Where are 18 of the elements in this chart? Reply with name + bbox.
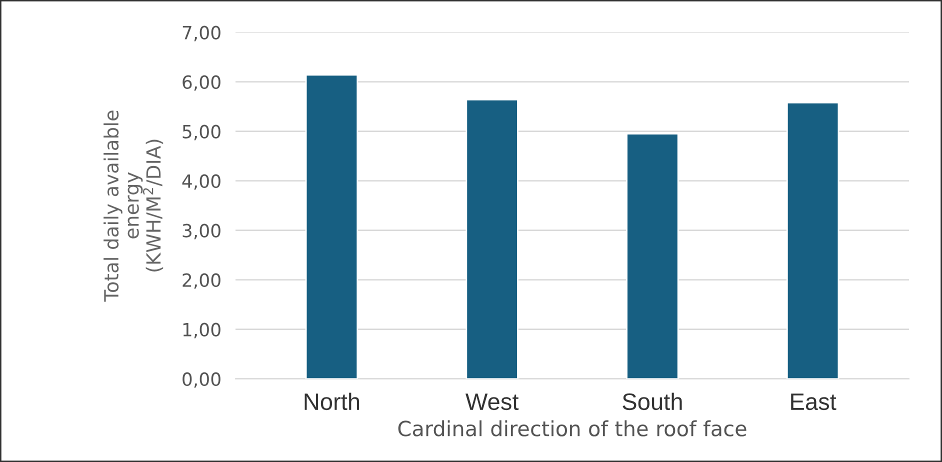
y-tick-label: 0,00 [182,372,220,388]
bar [786,102,840,379]
x-tick-label: South [622,392,682,410]
y-tick-label: 6,00 [182,75,220,91]
y-tick-label: 2,00 [182,273,220,289]
bar [626,133,679,379]
x-axis-title: Cardinal direction of the roof face [398,420,746,436]
y-tick-label: 3,00 [182,224,220,240]
y-tick-label: 7,00 [182,26,220,42]
y-tick-label: 1,00 [183,322,220,338]
y-tick-label: 5,00 [182,124,220,140]
bar [305,74,358,379]
bar [466,98,518,379]
x-tick-label: North [304,392,360,410]
y-tick-label: 4,00 [182,174,220,190]
y-axis-title: Total daily available energy (KWH/M$^{2}$/DIA) [104,110,164,302]
x-tick-label: East [791,394,836,410]
x-tick-label: West [466,394,519,410]
